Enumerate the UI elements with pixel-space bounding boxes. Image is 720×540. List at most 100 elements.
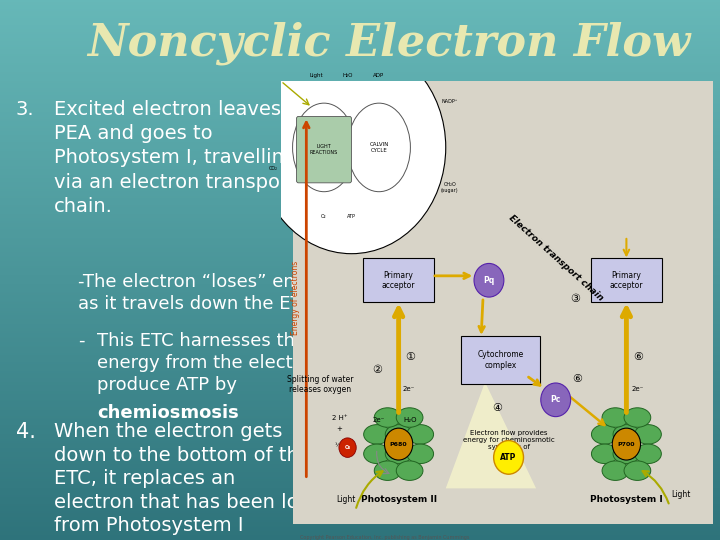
Text: Cytochrome
complex: Cytochrome complex [477, 350, 524, 370]
Bar [0, 455, 720, 457]
Bar [0, 16, 720, 18]
Bar [0, 263, 720, 265]
Text: Photosystem II: Photosystem II [361, 495, 437, 504]
Bar [0, 259, 720, 261]
Bar [0, 525, 720, 528]
Bar [0, 196, 720, 198]
Bar [0, 382, 720, 383]
Bar [0, 292, 720, 293]
Bar [0, 470, 720, 471]
Bar [0, 493, 720, 495]
Bar [0, 479, 720, 481]
Bar [0, 441, 720, 443]
Bar [0, 432, 720, 434]
Bar [0, 322, 720, 324]
Bar [0, 189, 720, 191]
Bar [0, 90, 720, 92]
Bar [0, 275, 720, 277]
Bar [0, 358, 720, 360]
Text: Light: Light [336, 495, 355, 504]
Bar [0, 174, 720, 177]
Bar [0, 5, 720, 7]
Ellipse shape [364, 444, 390, 463]
Bar [0, 353, 720, 355]
Bar [0, 400, 720, 401]
Bar [0, 45, 720, 47]
Text: 3.: 3. [16, 100, 35, 119]
Text: NADP⁺: NADP⁺ [441, 99, 458, 104]
Circle shape [257, 41, 446, 254]
Bar [0, 76, 720, 77]
Bar [0, 362, 720, 363]
Bar [0, 279, 720, 281]
Bar [0, 198, 720, 200]
Bar [0, 32, 720, 34]
Text: .: . [182, 404, 188, 422]
Text: P680: P680 [390, 442, 408, 447]
Bar [0, 228, 720, 231]
Ellipse shape [396, 408, 423, 427]
Bar [0, 376, 720, 378]
Bar [0, 81, 720, 83]
Bar [0, 120, 720, 123]
Bar [0, 124, 720, 126]
FancyArrow shape [505, 443, 516, 459]
Bar [0, 277, 720, 279]
Ellipse shape [613, 444, 640, 463]
Bar [0, 270, 720, 272]
Circle shape [339, 438, 356, 457]
Ellipse shape [407, 424, 433, 444]
Bar [0, 4, 720, 5]
Bar [0, 447, 720, 448]
Bar [0, 252, 720, 254]
Bar [0, 504, 720, 506]
Bar [0, 42, 720, 43]
Bar [0, 9, 720, 11]
Bar [0, 531, 720, 533]
Bar [0, 128, 720, 130]
Bar [0, 484, 720, 486]
Bar [0, 43, 720, 45]
Bar [0, 373, 720, 374]
Bar [0, 436, 720, 437]
FancyBboxPatch shape [462, 335, 540, 384]
Bar [0, 238, 720, 239]
Bar [0, 335, 720, 336]
Bar [0, 488, 720, 490]
Text: ⑥: ⑥ [633, 352, 643, 362]
Bar [0, 0, 720, 2]
Bar [0, 54, 720, 56]
Text: 2e⁻: 2e⁻ [631, 386, 644, 392]
Bar [0, 182, 720, 184]
Bar [0, 200, 720, 201]
Bar [0, 326, 720, 328]
Bar [0, 209, 720, 211]
Bar [0, 302, 720, 304]
Text: 4.: 4. [16, 422, 36, 442]
Bar [0, 468, 720, 470]
FancyArrow shape [494, 452, 508, 463]
Bar [0, 295, 720, 297]
Bar [0, 508, 720, 509]
Bar [0, 93, 720, 96]
Text: H₂O: H₂O [404, 417, 417, 423]
Bar [0, 407, 720, 409]
Bar [0, 167, 720, 169]
Bar [0, 236, 720, 238]
Bar [0, 247, 720, 248]
Bar [0, 344, 720, 346]
Text: chemiosmosis: chemiosmosis [97, 404, 239, 422]
Bar [0, 166, 720, 167]
Ellipse shape [602, 408, 629, 427]
Bar [0, 97, 720, 99]
Polygon shape [446, 382, 536, 488]
Text: Energy of electrons: Energy of electrons [291, 261, 300, 335]
Bar [0, 286, 720, 288]
Ellipse shape [407, 444, 433, 463]
Bar [0, 144, 720, 146]
Bar [0, 266, 720, 268]
Bar [0, 443, 720, 444]
Ellipse shape [591, 424, 618, 444]
Ellipse shape [348, 103, 410, 192]
Bar [0, 187, 720, 189]
